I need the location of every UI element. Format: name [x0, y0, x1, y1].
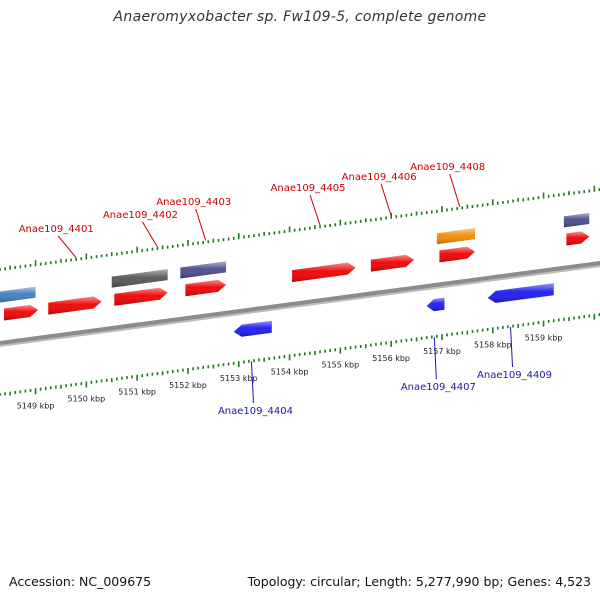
gene-label-bottom[interactable]: Anae109_4407	[401, 382, 476, 393]
label-leader-line	[449, 173, 461, 207]
accession-text: Accession: NC_009675	[9, 574, 152, 589]
feature-block[interactable]	[563, 212, 590, 228]
label-leader-line	[510, 326, 514, 368]
gene-label-top[interactable]: Anae109_4403	[156, 197, 231, 208]
label-leader-line	[433, 337, 437, 380]
gene-label-top[interactable]: Anae109_4402	[103, 210, 178, 221]
scale-labels: 5149 kbp 5150 kbp 5151 kbp 5152 kbp 5153 kbp…	[17, 334, 563, 411]
forward-gene-arrow[interactable]	[48, 296, 102, 315]
label-leader-line	[142, 221, 158, 248]
reverse-gene-arrow[interactable]	[426, 297, 445, 312]
scale-tick-label: 5153 kbp	[220, 374, 258, 383]
forward-gene-arrow[interactable]	[439, 246, 475, 263]
genome-backbone	[0, 260, 600, 348]
reverse-gene-track	[233, 283, 554, 337]
outer-tick-track	[0, 185, 600, 271]
gene-label-top[interactable]: Anae109_4406	[342, 172, 417, 183]
inner-tick-track	[0, 313, 600, 396]
label-leader-line	[309, 194, 321, 226]
scale-tick-label: 5156 kbp	[372, 354, 410, 363]
backbone-line	[0, 261, 600, 346]
label-leader-line	[57, 235, 77, 259]
label-leader-line	[195, 208, 207, 241]
forward-gene-arrow[interactable]	[292, 262, 356, 283]
forward-gene-track	[4, 231, 590, 321]
gene-label-top[interactable]: Anae109_4405	[271, 183, 346, 194]
reverse-gene-arrow[interactable]	[487, 283, 554, 303]
forward-gene-arrow[interactable]	[4, 304, 39, 321]
label-leader-line	[250, 361, 254, 404]
forward-gene-arrow[interactable]	[185, 279, 227, 297]
scale-tick-label: 5157 kbp	[423, 347, 461, 356]
label-leader-line	[380, 183, 392, 217]
scale-tick-label: 5158 kbp	[474, 340, 512, 349]
gene-label-top[interactable]: Anae109_4408	[410, 162, 485, 173]
gene-labels: Anae109_4401 Anae109_4402 Anae109_4403 Anae…	[19, 162, 552, 417]
forward-gene-arrow[interactable]	[114, 287, 168, 306]
scale-tick-label: 5159 kbp	[525, 334, 563, 343]
feature-block[interactable]	[111, 269, 168, 288]
gene-label-top[interactable]: Anae109_4401	[19, 224, 94, 235]
feature-block[interactable]	[0, 286, 36, 303]
scale-tick-label: 5155 kbp	[322, 361, 360, 370]
gene-label-bottom[interactable]: Anae109_4404	[218, 406, 293, 417]
map-title: Anaeromyxobacter sp. Fw109-5, complete g…	[113, 9, 487, 25]
scale-tick-label: 5152 kbp	[169, 381, 207, 390]
scale-tick-label: 5151 kbp	[118, 388, 156, 397]
forward-gene-arrow[interactable]	[370, 254, 415, 272]
forward-gene-arrow[interactable]	[566, 231, 590, 246]
feature-track	[0, 212, 590, 303]
scale-tick-label: 5149 kbp	[17, 401, 55, 410]
feature-block[interactable]	[180, 261, 227, 279]
feature-block[interactable]	[436, 228, 475, 245]
gene-label-bottom[interactable]: Anae109_4409	[477, 370, 552, 381]
genome-summary-text: Topology: circular; Length: 5,277,990 bp…	[247, 574, 591, 589]
scale-tick-label: 5154 kbp	[271, 367, 309, 376]
scale-tick-label: 5150 kbp	[68, 394, 106, 403]
reverse-gene-arrow[interactable]	[233, 320, 272, 337]
